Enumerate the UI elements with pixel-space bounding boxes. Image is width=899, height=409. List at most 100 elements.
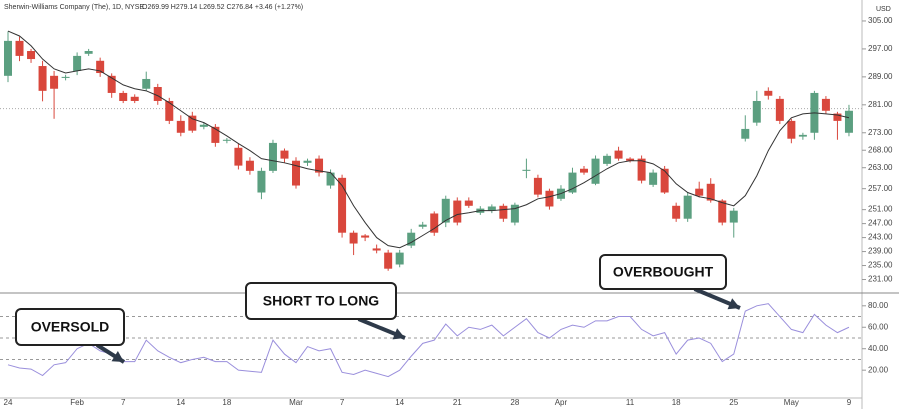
moving-average xyxy=(7,30,850,249)
candle-body xyxy=(499,205,508,219)
arrow-head xyxy=(727,298,740,310)
candle-body xyxy=(211,126,220,143)
candle-body xyxy=(61,76,70,78)
candle-body xyxy=(568,172,577,193)
candle-body xyxy=(649,172,658,185)
candle-body xyxy=(372,248,381,251)
x-tick-label: Apr xyxy=(555,398,568,407)
candle-body xyxy=(96,60,105,74)
candle-body xyxy=(464,200,473,206)
candle-body xyxy=(821,98,830,111)
x-tick-label: Mar xyxy=(289,398,303,407)
candle-body xyxy=(580,168,588,173)
candle-body xyxy=(752,100,761,123)
candle-body xyxy=(119,92,128,101)
candle-body xyxy=(718,200,727,223)
candle-body xyxy=(706,183,715,201)
x-tick-label: 28 xyxy=(510,398,519,407)
annotation-text: OVERSOLD xyxy=(31,319,110,335)
candle-body xyxy=(614,150,623,159)
y-tick-label: 263.00 xyxy=(868,163,893,172)
currency: USD xyxy=(876,6,891,13)
candle-body xyxy=(349,232,358,244)
candle-body xyxy=(441,198,450,223)
y-tick-label: 243.00 xyxy=(868,233,893,242)
y-tick-label: 231.00 xyxy=(868,275,893,284)
candle-body xyxy=(637,158,646,181)
rsi-line xyxy=(7,303,850,378)
candle-body xyxy=(844,110,853,133)
candle-body xyxy=(38,66,47,91)
candle-body xyxy=(280,150,289,159)
candle-body xyxy=(153,87,162,101)
x-tick-label: 25 xyxy=(729,398,738,407)
candle-body xyxy=(395,252,404,265)
y-tick-label: 239.00 xyxy=(868,247,893,256)
candle-body xyxy=(84,51,93,54)
candle-body xyxy=(234,147,243,166)
candle-body xyxy=(510,204,519,223)
candle-body xyxy=(798,134,807,137)
candle-body xyxy=(453,200,462,223)
annotation-text: SHORT TO LONG xyxy=(263,293,380,309)
candle-body xyxy=(222,139,231,141)
x-tick-label: 7 xyxy=(340,398,345,407)
candle-body xyxy=(165,100,174,121)
annotation-box xyxy=(15,308,125,346)
candle-body xyxy=(107,75,116,93)
candle-body xyxy=(729,210,738,223)
candle-body xyxy=(603,155,612,164)
candle-body xyxy=(407,232,416,246)
candle-body xyxy=(741,128,750,139)
candle-body xyxy=(292,160,300,186)
arrow-head xyxy=(111,351,124,362)
candle-body xyxy=(695,188,704,196)
candle-body xyxy=(361,235,370,238)
candle-body xyxy=(683,195,692,219)
x-tick-label: 9 xyxy=(847,398,852,407)
y-tick-label: 80.00 xyxy=(868,301,889,310)
y-tick-label: 268.00 xyxy=(868,145,893,154)
x-tick-label: 21 xyxy=(453,398,462,407)
x-tick-label: 24 xyxy=(4,398,13,407)
y-tick-label: 251.00 xyxy=(868,205,893,214)
candle-body xyxy=(257,170,266,193)
arrow-head xyxy=(392,328,405,340)
candle-body xyxy=(50,75,59,89)
candle-body xyxy=(787,120,796,139)
y-tick-label: 40.00 xyxy=(868,344,889,353)
x-tick-label: May xyxy=(784,398,799,407)
candle-body xyxy=(764,90,773,96)
y-tick-label: 305.00 xyxy=(868,16,893,25)
candle-body xyxy=(545,190,554,207)
x-tick-label: 11 xyxy=(626,398,635,407)
y-tick-label: 297.00 xyxy=(868,44,893,53)
y-tick-label: 281.00 xyxy=(868,100,893,109)
candle-body xyxy=(672,205,681,219)
candle-body xyxy=(315,158,324,173)
candle-body xyxy=(245,160,254,171)
candle-body xyxy=(430,213,439,233)
y-tick-label: 20.00 xyxy=(868,365,889,374)
candle-body xyxy=(188,115,197,131)
candle-body xyxy=(487,206,496,211)
candle-body xyxy=(338,177,347,233)
candle-body xyxy=(533,177,542,195)
symbol-title: Sherwin-Williams Company (The), 1D, NYSE xyxy=(4,4,144,11)
annotation-text: OVERBOUGHT xyxy=(613,264,714,280)
annotation-box xyxy=(599,254,727,290)
candle-body xyxy=(418,224,427,227)
candle-body xyxy=(522,169,531,171)
candle-body xyxy=(27,51,36,60)
candle-body xyxy=(326,172,335,186)
candle-body xyxy=(303,160,312,163)
candle-body xyxy=(626,158,635,161)
y-tick-label: 289.00 xyxy=(868,72,893,81)
y-tick-label: 60.00 xyxy=(868,322,889,331)
candle-body xyxy=(15,40,24,56)
candle-body xyxy=(4,40,12,76)
candle-body xyxy=(384,252,393,269)
candle-body xyxy=(176,120,185,133)
